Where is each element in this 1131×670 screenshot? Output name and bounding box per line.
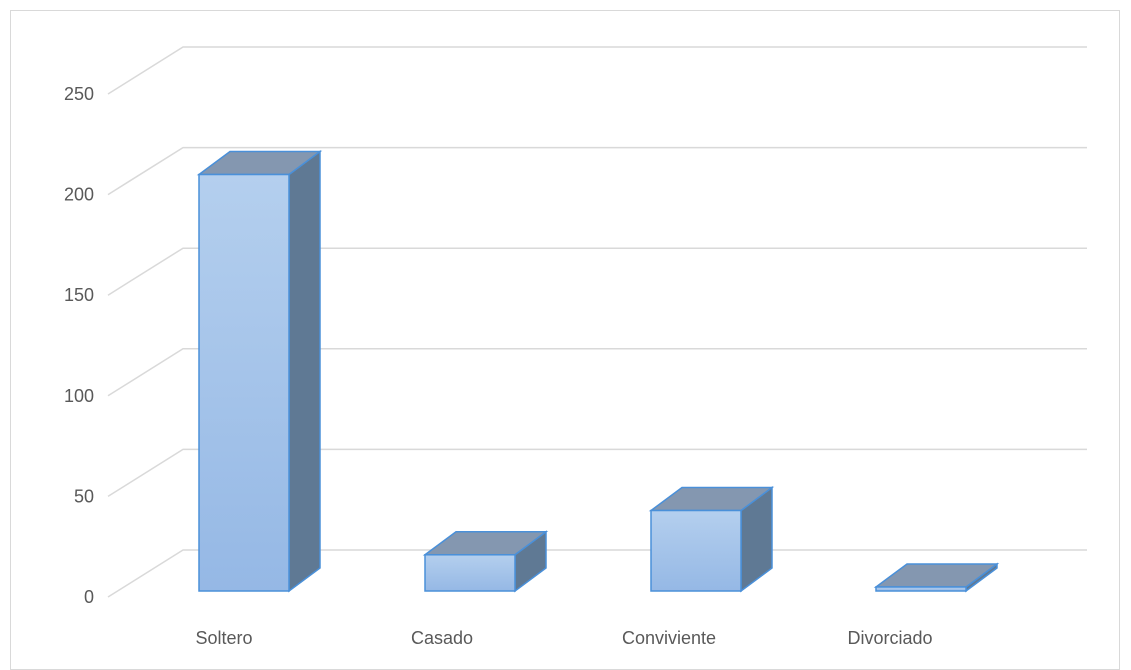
bar [648, 486, 775, 593]
bar-front-face [198, 173, 290, 592]
chart-frame [10, 10, 1120, 670]
bar [873, 562, 1000, 593]
gridline [107, 247, 1087, 296]
y-tick-label: 50 [74, 486, 94, 506]
gridlines [107, 46, 1087, 598]
bar-side-face [288, 150, 321, 593]
y-tick-label: 150 [64, 285, 94, 305]
y-axis-ticks: 0 50 100 150 200 250 [64, 84, 94, 607]
gridline [107, 448, 1087, 498]
bar-front-face [650, 509, 742, 592]
bars [196, 150, 1000, 593]
gridline [107, 348, 1087, 397]
y-tick-label: 100 [64, 386, 94, 406]
bar [422, 530, 549, 593]
y-tick-label: 0 [84, 587, 94, 607]
bar-front-face [875, 586, 967, 592]
y-tick-label: 200 [64, 185, 94, 205]
y-tick-label: 250 [64, 84, 94, 104]
bar [196, 150, 323, 593]
x-category-label: Divorciado [847, 628, 932, 648]
x-category-label: Casado [411, 628, 473, 648]
x-category-label: Conviviente [622, 628, 716, 648]
x-axis-labels: Soltero Casado Conviviente Divorciado [195, 628, 932, 648]
gridline [107, 46, 1087, 95]
bar-top-face [873, 563, 1000, 588]
bar-front-face [424, 554, 516, 592]
x-category-label: Soltero [195, 628, 252, 648]
gridline [107, 549, 1087, 598]
gridline [107, 146, 1087, 196]
